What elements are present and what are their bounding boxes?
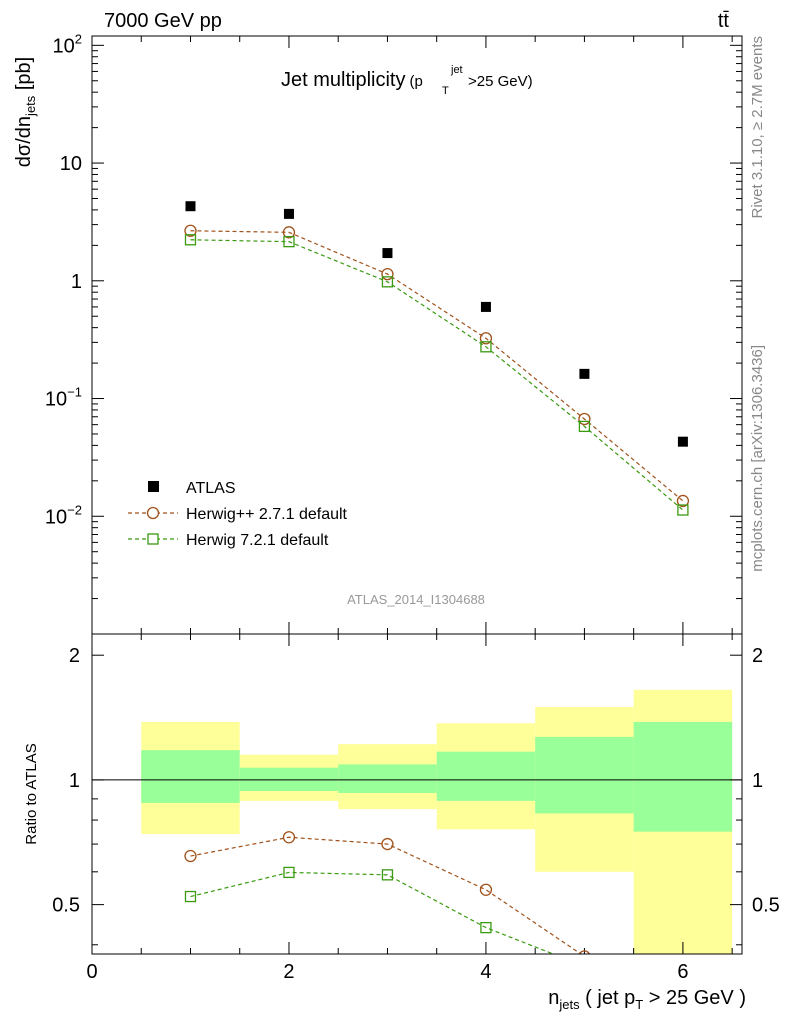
herwigpp-point	[184, 224, 197, 237]
beam-energy-label: 7000 GeV pp	[104, 10, 222, 32]
ratio-herwig7-point	[381, 869, 394, 881]
herwig7-point	[578, 420, 591, 433]
ratio-y-tick-label-right: 0.5	[752, 895, 780, 917]
ratio-series-line	[190, 836, 582, 954]
ratio-series-line	[190, 871, 555, 954]
herwig7-point	[677, 504, 689, 516]
legend-marker-herwig7	[147, 533, 159, 545]
herwig7-point	[283, 236, 295, 248]
chart-title-main: Jet multiplicity	[281, 69, 405, 91]
ratio-frame	[91, 633, 743, 955]
ratio-bands	[92, 689, 742, 954]
ratio-y-axis-label: Ratio to ATLAS	[23, 743, 40, 844]
ratio-herwig7-point	[579, 961, 589, 971]
ylabel-sub: jets	[23, 95, 38, 117]
herwigpp-point	[676, 494, 690, 508]
x-tick-label: 0	[86, 961, 97, 983]
legend-label-herwig7: Herwig 7.2.1 default	[186, 532, 329, 549]
atlas-point	[480, 301, 491, 312]
ylabel-unit: [pb]	[13, 57, 35, 96]
ratio-y-tick-label-right: 1	[752, 770, 763, 792]
main-axes	[91, 36, 742, 635]
legend-label-herwigpp: Herwig++ 2.7.1 default	[186, 506, 348, 523]
atlas-point	[382, 248, 393, 259]
ratio-y-tick-label: 2	[69, 645, 80, 667]
herwigpp-point	[578, 412, 591, 426]
ylabel-main: dσ/dn	[13, 116, 35, 167]
xlabel-tail: > 25 GeV )	[643, 987, 746, 1009]
ratio-series-group	[184, 831, 688, 1024]
atlas-point	[185, 201, 196, 212]
ratio-tick-labels: 2 2 1 1 0.5 0.5 0 2 4 6	[52, 645, 780, 983]
legend-marker-herwigpp	[146, 506, 160, 520]
title-cut-sub: T	[442, 85, 449, 97]
stat-uncertainty-band	[239, 767, 339, 792]
x-tick-label: 4	[480, 961, 491, 983]
analysis-id: ATLAS_2014_I1304688	[347, 592, 485, 607]
chart-title: Jet multiplicity (p	[281, 69, 423, 91]
main-series	[184, 201, 690, 516]
ratio-herwig7-point	[480, 921, 492, 934]
title-cut-open: (	[409, 73, 414, 90]
main-y-tick-label: 10	[60, 153, 82, 175]
ratio-panel: 2 2 1 1 0.5 0.5 0 2 4 6 Ratio to ATLAS njets ( je…	[23, 633, 780, 1024]
ratio-y-tick-label-right: 2	[752, 645, 763, 667]
ratio-herwig7-point	[184, 890, 197, 903]
title-cut-p: p	[414, 73, 422, 90]
legend-marker-atlas	[148, 481, 159, 492]
mcplots-note: mcplots.cern.ch [arXiv:1306.3436]	[749, 345, 766, 572]
ratio-herwigpp-point	[578, 950, 591, 954]
series-line	[190, 239, 684, 511]
herwig7-point	[184, 234, 197, 246]
atlas-point	[579, 368, 590, 379]
main-y-tick-label: 1	[71, 271, 82, 293]
legend: ATLAS Herwig++ 2.7.1 default Herwig 7.2.…	[128, 480, 348, 549]
herwig7-point	[480, 341, 492, 353]
main-y-axis-label: dσ/dnjets [pb]	[13, 57, 38, 167]
stat-uncertainty-band	[141, 750, 240, 803]
process-label: tt̄	[718, 10, 730, 32]
herwig7-point	[381, 276, 394, 288]
series-line	[190, 230, 684, 502]
x-tick-label: 2	[283, 961, 294, 983]
ratio-herwigpp-point	[381, 837, 394, 851]
xlabel-n: n	[548, 987, 559, 1009]
x-axis-label: njets ( jet pT > 25 GeV )	[548, 987, 746, 1012]
xlabel-mid: ( jet p	[580, 987, 636, 1009]
ratio-herwigpp-point	[282, 831, 296, 844]
x-tick-label: 6	[677, 961, 688, 983]
xlabel-sub: jets	[558, 997, 580, 1012]
stat-uncertainty-band	[338, 764, 437, 793]
xlabel-sub2: T	[635, 997, 643, 1012]
ratio-y-tick-label: 1	[69, 770, 80, 792]
main-y-tick-label: 10−1	[45, 385, 82, 411]
ratio-herwig7-point	[283, 866, 295, 879]
main-y-tick-labels: 102 10 1 10−1 10−2	[45, 31, 82, 528]
herwigpp-point	[282, 226, 296, 239]
stat-uncertainty-band	[535, 736, 634, 814]
herwigpp-point	[381, 267, 394, 281]
main-y-tick-label: 102	[53, 31, 82, 57]
rivet-note: Rivet 3.1.10, ≥ 2.7M events	[749, 36, 766, 219]
ratio-herwigpp-point	[479, 883, 493, 896]
ratio-y-tick-label: 0.5	[52, 895, 80, 917]
main-y-tick-label: 10−2	[45, 502, 82, 528]
herwigpp-point	[479, 332, 493, 345]
title-cut-tail: >25 GeV)	[468, 73, 533, 90]
legend-label-atlas: ATLAS	[186, 480, 236, 497]
ratio-herwig7-point	[678, 1017, 688, 1024]
ratio-series	[184, 831, 688, 1024]
stat-uncertainty-band	[436, 751, 536, 801]
atlas-point	[283, 208, 294, 219]
title-cut-sup: jet	[450, 64, 463, 76]
stat-uncertainty-band	[633, 721, 733, 832]
atlas-point	[677, 436, 688, 447]
ratio-herwigpp-point	[184, 849, 197, 863]
